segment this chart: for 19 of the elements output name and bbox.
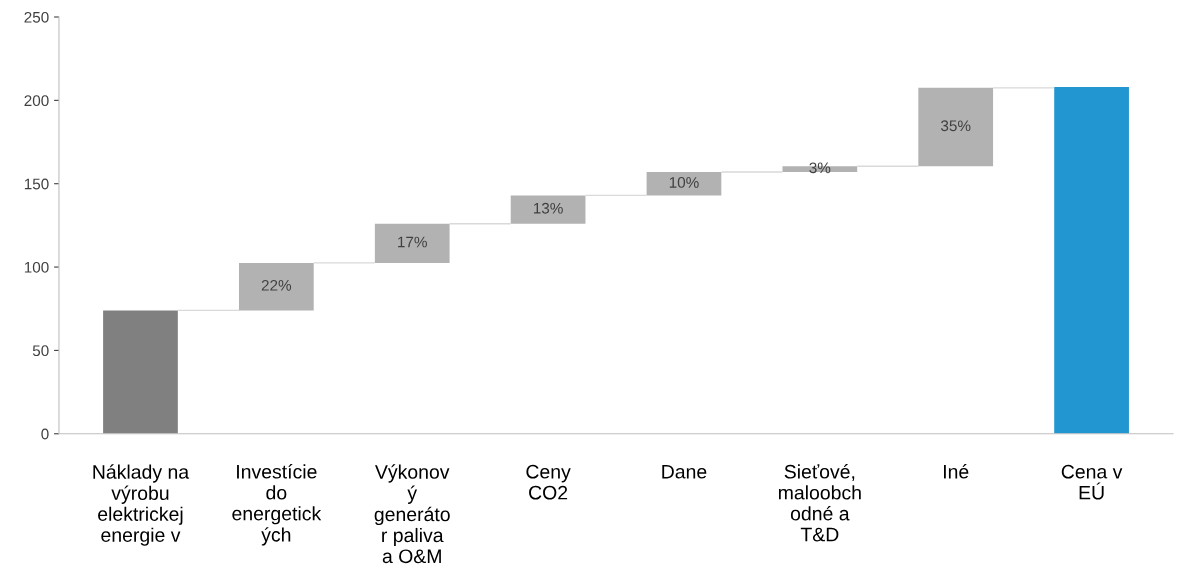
y-tick-label: 250 xyxy=(24,11,49,23)
y-tick-label: 50 xyxy=(32,345,49,357)
y-tick-label: 100 xyxy=(24,261,49,273)
x-tick-label: Náklady na výrobu elektrickej energie v xyxy=(93,464,190,546)
y-tick-label: 200 xyxy=(24,95,49,107)
annotation: 13% xyxy=(533,202,563,214)
x-tick-label: Cena v EÚ xyxy=(1061,464,1123,500)
annotation: 17% xyxy=(398,236,427,248)
x-tick-label: Iné xyxy=(943,464,969,479)
x-tick-label: Výkonov ý generáto r paliva a O&M xyxy=(374,464,450,564)
x-tick-label: Investície do energetick ých xyxy=(232,464,322,546)
y-tick-label: 0 xyxy=(41,428,49,440)
x-tick-label: Dane xyxy=(662,465,707,479)
x-tick-label: Sieťové, maloobch odné a T&D xyxy=(778,464,861,542)
annotation: 10% xyxy=(669,176,699,188)
y-tick-label: 150 xyxy=(24,178,49,190)
x-tick-label: Ceny CO2 xyxy=(526,464,571,500)
annotation: 35% xyxy=(941,120,971,132)
annotation: 22% xyxy=(261,279,292,291)
